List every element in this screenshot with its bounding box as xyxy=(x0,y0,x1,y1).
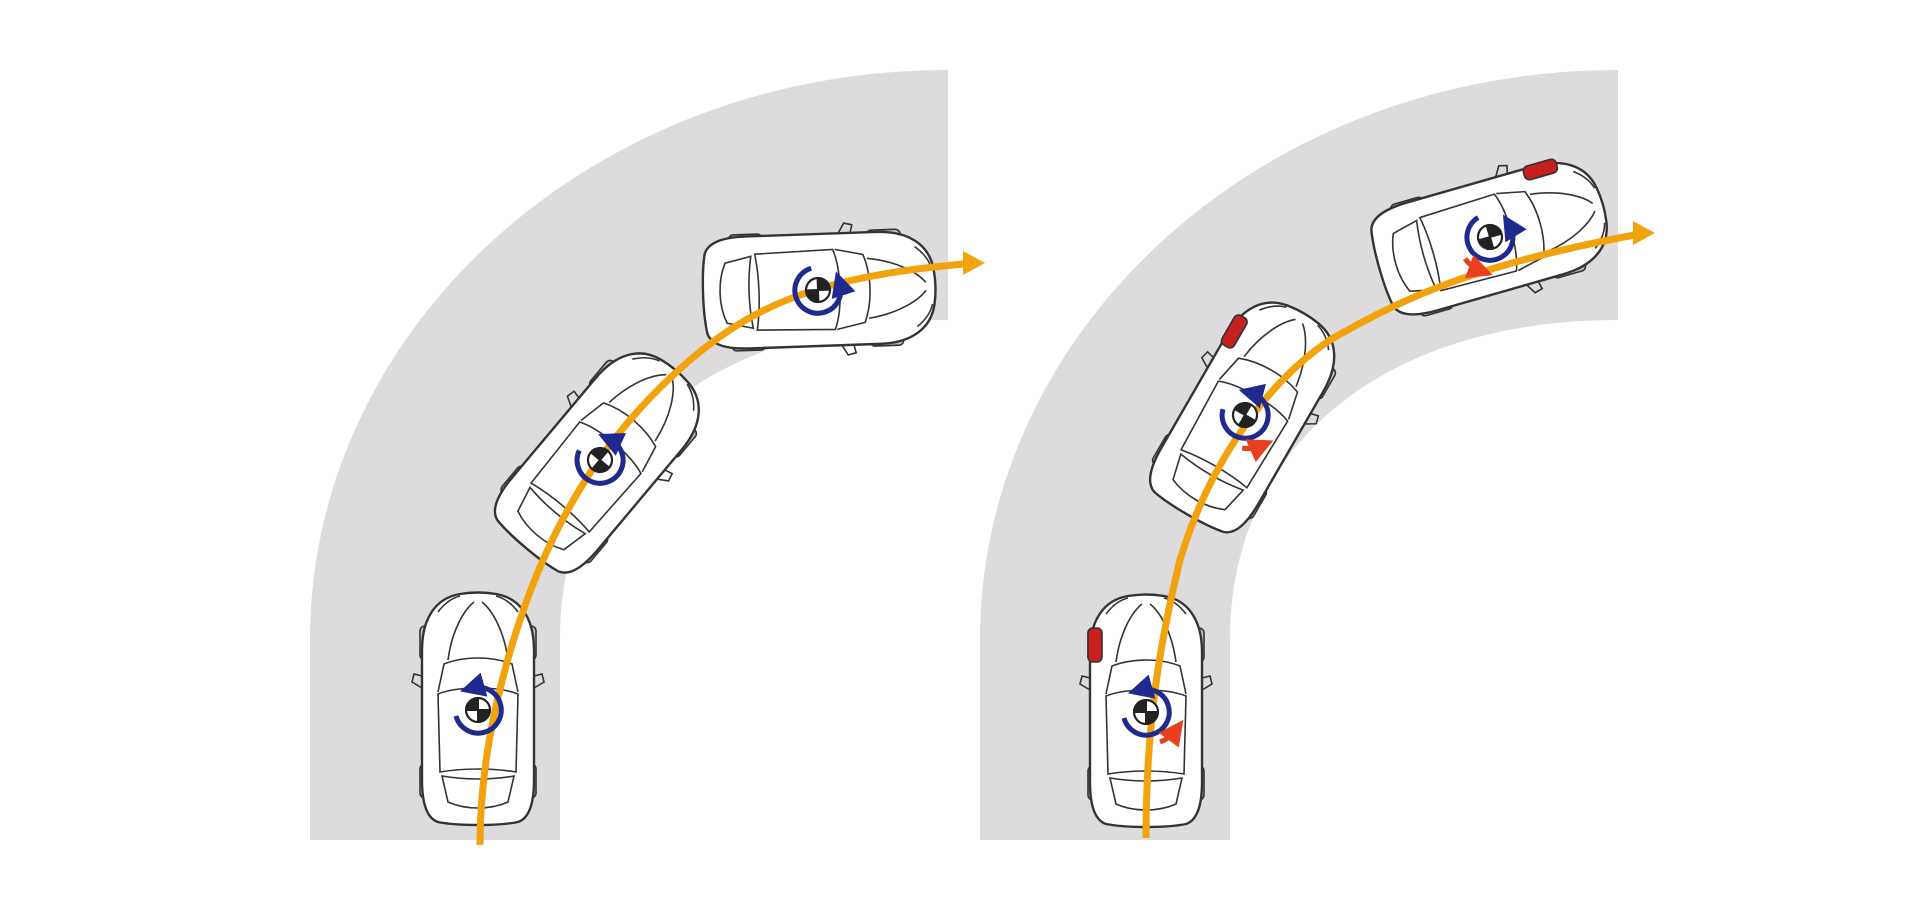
car-3-dynamics xyxy=(1462,214,1527,279)
counter-rotation-arrow-icon xyxy=(1158,719,1184,748)
panel-without-stability-control xyxy=(310,70,985,846)
trajectory-arrow-icon xyxy=(963,251,985,275)
panel-with-stability-control xyxy=(980,70,1655,840)
counter-rotation-arrow-icon xyxy=(1462,254,1493,279)
center-of-gravity-icon xyxy=(1132,698,1160,726)
center-of-gravity-icon xyxy=(464,696,492,724)
car-3 xyxy=(1360,139,1623,334)
rotation-arrow-icon xyxy=(792,265,856,316)
car-2 xyxy=(1129,279,1363,549)
cars xyxy=(1078,139,1623,829)
center-of-gravity-icon xyxy=(804,276,832,304)
car-3-dynamics xyxy=(792,265,856,316)
rotation-arrow-icon xyxy=(574,433,627,486)
trajectory-arrow-icon xyxy=(1633,221,1655,245)
counter-rotation-arrow-icon xyxy=(1241,439,1274,463)
car-2-dynamics xyxy=(574,433,627,486)
car-2-dynamics xyxy=(1219,383,1274,463)
braking-wheel-icon xyxy=(1087,627,1103,663)
braking-wheel-icon xyxy=(1522,158,1559,181)
braking-wheel-icon xyxy=(1220,314,1248,349)
car-1 xyxy=(1078,593,1214,829)
car-1-dynamics xyxy=(453,672,504,736)
rotation-arrow-icon xyxy=(1219,383,1271,441)
rotation-arrow-icon xyxy=(453,672,504,736)
car-1-dynamics xyxy=(1121,674,1184,748)
